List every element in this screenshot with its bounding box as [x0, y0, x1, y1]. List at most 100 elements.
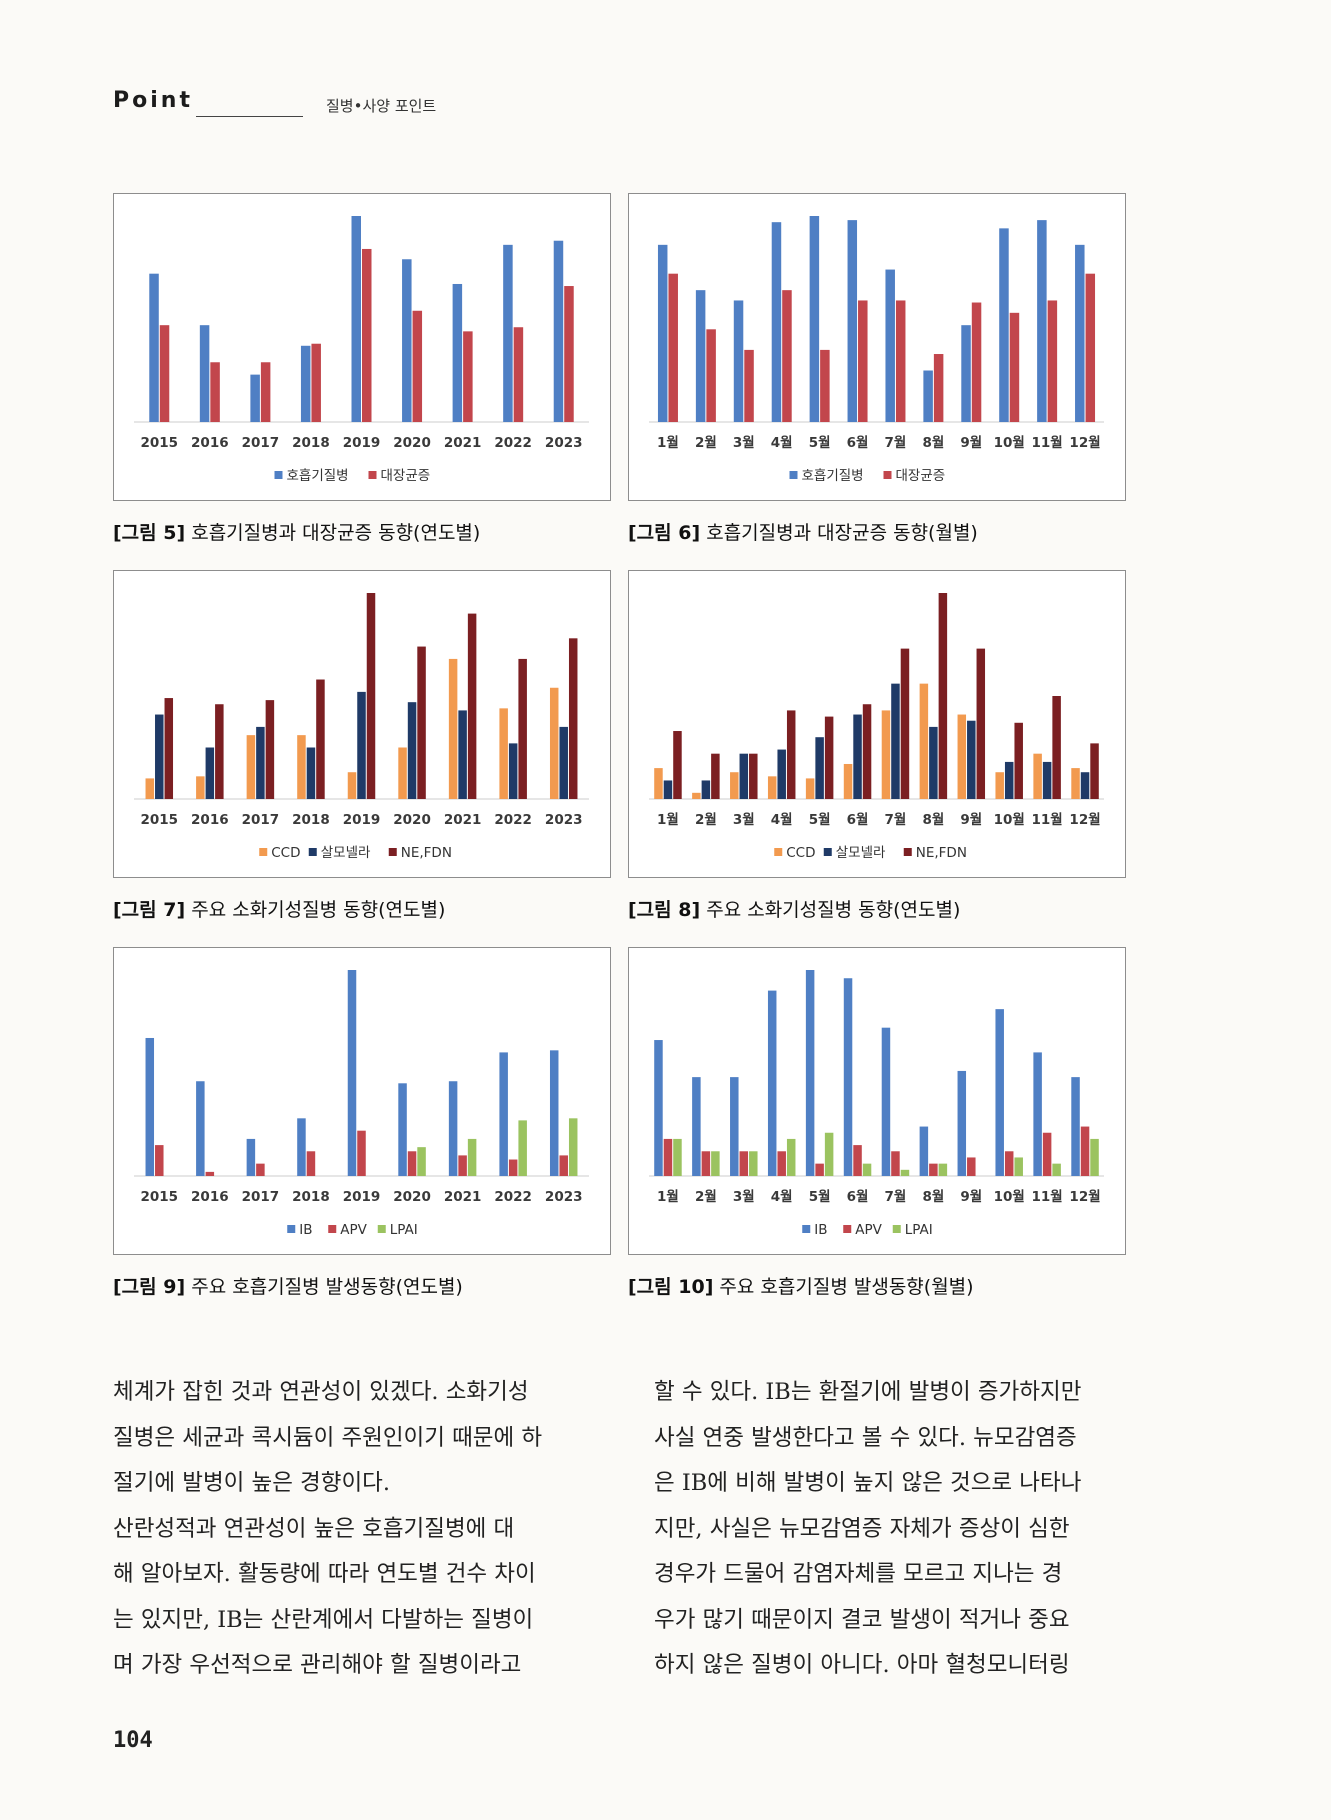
body-line: 체계가 잡힌 것과 연관성이 있겠다. 소화기성	[113, 1379, 529, 1405]
bar-NE,FDN-2022	[518, 658, 527, 799]
chart-svg: 2015 2016 2017 2018 2019 2020 2021 2022 2023 CCD 살…	[134, 593, 589, 861]
bar-LPAI-3월	[749, 1151, 758, 1176]
bar-살모넬라-2021	[458, 710, 467, 799]
bar-호흡기질병-10월	[999, 228, 1009, 422]
caption-fig9: [그림 9] 주요 호흡기질병 발생동향(연도별)	[113, 1276, 463, 1298]
x-tick-label: 2022	[494, 1189, 532, 1205]
bar-LPAI-2022	[518, 1120, 527, 1176]
bar-대장균증-5월	[820, 349, 830, 422]
bar-NE,FDN-4월	[786, 710, 796, 799]
legend-swatch	[287, 1225, 296, 1233]
legend-swatch	[892, 1225, 901, 1233]
x-tick-label: 12월	[1069, 434, 1100, 451]
bar-LPAI-10월	[1014, 1157, 1023, 1176]
legend-label: 대장균증	[381, 468, 431, 484]
bar-NE,FDN-2015	[164, 698, 174, 799]
chart-fig9: 2015 2016 2017 2018 2019 2020 2021 2022 2023 IB AP…	[113, 947, 611, 1255]
bar-APV-2월	[701, 1151, 711, 1176]
legend-swatch	[377, 1225, 386, 1233]
bar-LPAI-11월	[1052, 1163, 1061, 1176]
x-tick-label: 6월	[847, 1188, 869, 1205]
x-tick-label: 2018	[292, 1189, 330, 1205]
bar-NE,FDN-2018	[316, 679, 325, 799]
bar-살모넬라-2017	[256, 726, 265, 799]
bar-IB-2021	[448, 1081, 458, 1176]
legend-label: IB	[814, 1222, 827, 1238]
bar-LPAI-2023	[568, 1118, 578, 1176]
bar-LPAI-2020	[417, 1147, 426, 1176]
legend-swatch	[308, 848, 317, 856]
bar-호흡기질병-9월	[961, 325, 971, 422]
bar-대장균증-4월	[782, 290, 792, 422]
x-tick-label: 2020	[393, 812, 431, 828]
bar-호흡기질병-8월	[923, 370, 933, 422]
bar-살모넬라-2023	[559, 726, 568, 799]
bar-호흡기질병-2018	[300, 345, 311, 422]
x-tick-label: 2016	[191, 812, 229, 828]
x-tick-label: 2015	[140, 435, 178, 451]
bar-LPAI-7월	[900, 1169, 910, 1176]
x-tick-label: 2023	[545, 812, 583, 828]
legend-label: LPAI	[905, 1222, 933, 1238]
legend-label: CCD	[786, 845, 815, 861]
bar-CCD-12월	[1071, 768, 1080, 799]
bar-CCD-5월	[805, 778, 815, 799]
bar-APV-11월	[1042, 1132, 1052, 1176]
bar-APV-10월	[1004, 1151, 1014, 1176]
bar-IB-2022	[499, 1052, 508, 1176]
x-tick-label: 5월	[809, 811, 831, 828]
bar-살모넬라-2022	[508, 743, 518, 799]
bar-살모넬라-5월	[815, 737, 824, 799]
header-section-title: 질병•사양 포인트	[326, 97, 437, 115]
legend-label: 호흡기질병	[802, 468, 864, 484]
bar-CCD-11월	[1033, 753, 1042, 799]
body-line: 사실 연중 발생한다고 볼 수 있다. 뉴모감염증	[654, 1424, 1077, 1451]
x-tick-label: 2020	[393, 435, 431, 451]
bar-대장균증-10월	[1009, 312, 1020, 422]
bar-NE,FDN-8월	[938, 593, 948, 799]
bar-CCD-2019	[347, 772, 357, 799]
bar-IB-2월	[692, 1077, 701, 1176]
bar-대장균증-2023	[564, 286, 574, 422]
bar-NE,FDN-1월	[673, 731, 682, 799]
bar-CCD-7월	[881, 710, 891, 799]
x-tick-label: 4월	[771, 811, 793, 828]
bar-대장균증-11월	[1047, 300, 1058, 422]
bar-살모넬라-3월	[739, 753, 749, 799]
x-tick-label: 2021	[444, 812, 482, 828]
legend-label: IB	[299, 1222, 312, 1238]
x-tick-label: 5월	[809, 1188, 831, 1205]
bar-IB-2017	[246, 1138, 256, 1176]
legend-label: APV	[340, 1222, 367, 1238]
bar-대장균증-8월	[933, 354, 944, 422]
x-tick-label: 11월	[1032, 434, 1063, 451]
bar-대장균증-2015	[159, 325, 170, 422]
bar-CCD-2015	[145, 778, 155, 799]
bar-대장균증-2월	[706, 329, 716, 422]
legend-label: NE,FDN	[916, 845, 967, 861]
chart-fig7: 2015 2016 2017 2018 2019 2020 2021 2022 2023 CCD 살…	[113, 570, 611, 878]
bar-살모넬라-2015	[155, 714, 164, 799]
x-tick-label: 7월	[885, 434, 907, 451]
bar-NE,FDN-2021	[467, 613, 477, 799]
bar-APV-2017	[256, 1163, 265, 1176]
bar-IB-4월	[767, 990, 777, 1176]
body-line: 산란성적과 연관성이 높은 호흡기질병에 대	[113, 1515, 515, 1542]
bar-호흡기질병-2016	[199, 325, 210, 422]
bar-CCD-6월	[843, 763, 853, 799]
bar-NE,FDN-2023	[568, 638, 578, 799]
x-tick-label: 2022	[494, 435, 532, 451]
bar-APV-9월	[967, 1157, 976, 1176]
caption-fig10: [그림 10] 주요 호흡기질병 발생동향(월별)	[628, 1276, 974, 1298]
x-tick-label: 12월	[1069, 1188, 1100, 1205]
body-line: 해 알아보자. 활동량에 따라 연도별 건수 차이	[113, 1561, 536, 1587]
bar-호흡기질병-2021	[452, 283, 463, 422]
header-point: Point	[113, 88, 193, 113]
bar-호흡기질병-11월	[1037, 220, 1047, 422]
bar-대장균증-2021	[463, 331, 473, 422]
bar-살모넬라-11월	[1042, 761, 1052, 799]
legend-swatch	[823, 848, 832, 856]
bar-대장균증-9월	[971, 302, 982, 422]
bar-호흡기질병-5월	[809, 216, 820, 422]
chart-svg: 1월 2월 3월 4월 5월 6월 7월 8월 9월 10월 11월 12월 CCD 살모넬라 NE,FDN	[649, 593, 1104, 861]
